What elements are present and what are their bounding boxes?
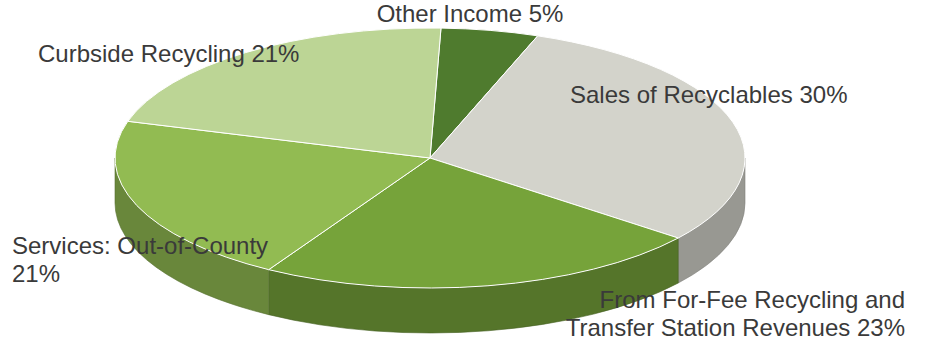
label-value: 30% [799, 81, 847, 108]
slice-label: Services: Out-of-County [12, 232, 268, 259]
slice-label: 21% [12, 260, 60, 287]
label-value: 5% [529, 0, 564, 27]
slice-label: Other Income 5% [377, 0, 564, 27]
label-category: Curbside Recycling [38, 40, 251, 67]
label-category: From For-Fee Recycling and [600, 286, 905, 313]
labels: Other Income 5% Sales of Recyclables 30% F… [12, 0, 905, 341]
slice-label: Transfer Station Revenues 23% [566, 314, 905, 341]
slice-label: From For-Fee Recycling and [600, 286, 905, 313]
label-category: Services: Out-of-County [12, 232, 268, 259]
label-category: Transfer Station Revenues [566, 314, 857, 341]
label-value: 23% [857, 314, 905, 341]
label-category: Other Income [377, 0, 529, 27]
label-value: 21% [251, 40, 299, 67]
slice-label: Sales of Recyclables 30% [570, 81, 848, 108]
label-category: Sales of Recyclables [570, 81, 799, 108]
label-value: 21% [12, 260, 60, 287]
slice-label: Curbside Recycling 21% [38, 40, 299, 67]
chart: Other Income 5% Sales of Recyclables 30% F… [0, 0, 927, 349]
